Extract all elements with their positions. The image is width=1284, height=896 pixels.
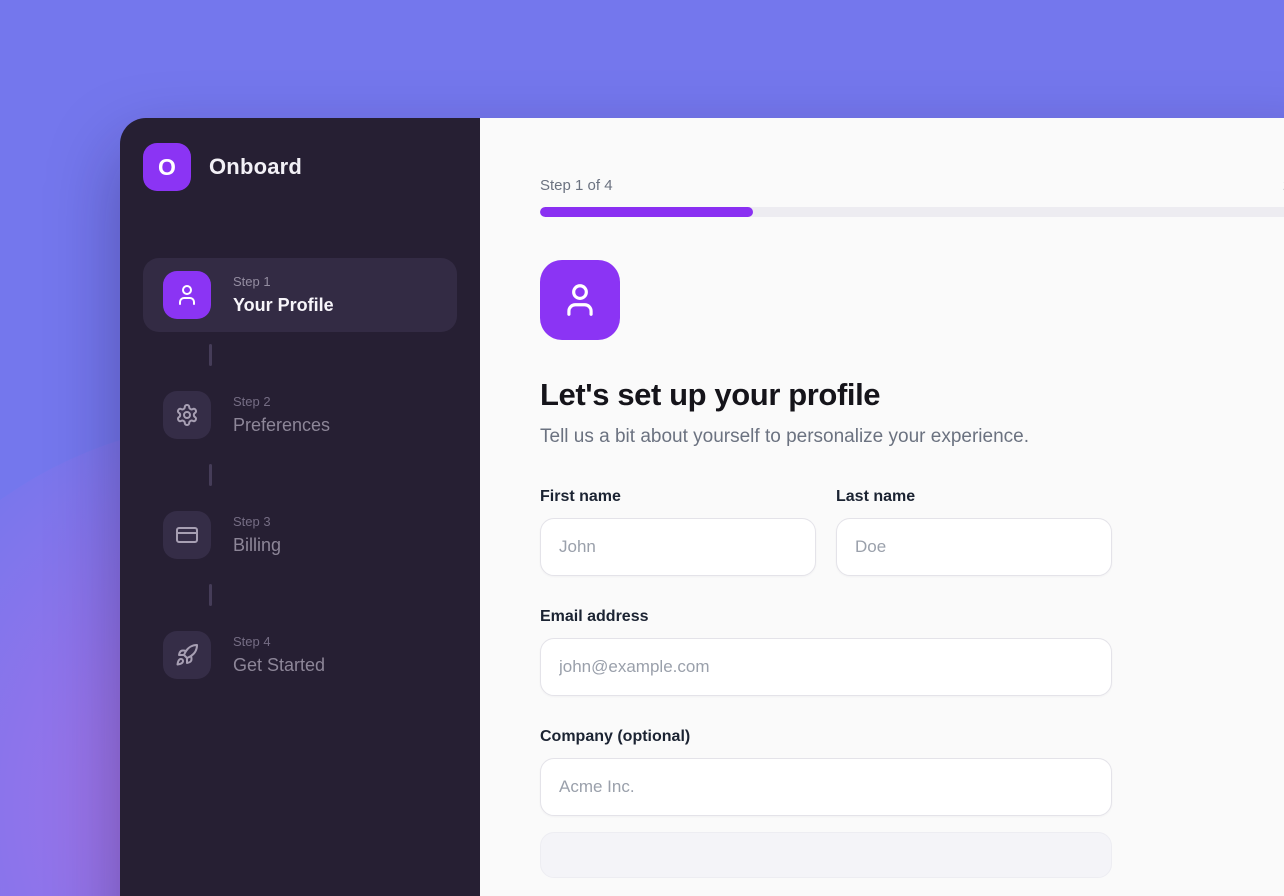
- user-icon: [567, 284, 593, 316]
- user-icon: [163, 271, 211, 319]
- email-input[interactable]: [540, 638, 1112, 696]
- profile-step-icon: [540, 260, 620, 340]
- progress-bar-track: [540, 207, 1284, 217]
- last-name-input[interactable]: [836, 518, 1112, 576]
- email-label: Email address: [540, 608, 649, 625]
- settings-icon: [163, 391, 211, 439]
- step-text: Step 3 Billing: [233, 514, 281, 556]
- step-number: Step 2: [233, 394, 271, 409]
- company-label: Company (optional): [540, 728, 691, 745]
- main-panel: Step 1 of 4 25% Let's set up your profil…: [480, 118, 1284, 896]
- rocket-icon: [163, 631, 211, 679]
- step-number: Step 3: [233, 514, 271, 529]
- step-label: Get Started: [233, 655, 326, 675]
- sidebar-step-billing[interactable]: Step 3 Billing: [143, 498, 457, 572]
- step-text: Step 2 Preferences: [233, 394, 330, 436]
- last-name-group: Last name: [836, 488, 1112, 576]
- step-connector: [209, 584, 212, 606]
- company-input[interactable]: [540, 758, 1112, 816]
- step-label: Billing: [233, 535, 282, 555]
- first-name-group: First name: [540, 488, 816, 576]
- step-number: Step 1: [233, 274, 271, 289]
- steps-nav: Step 1 Your Profile Step 2 Preferences: [143, 258, 457, 692]
- first-name-label: First name: [540, 488, 621, 505]
- step-text: Step 4 Get Started: [233, 634, 325, 676]
- page-subtitle: Tell us a bit about yourself to personal…: [540, 426, 1029, 447]
- step-number: Step 4: [233, 634, 271, 649]
- logo-letter: O: [158, 153, 176, 180]
- progress-step-label: Step 1 of 4: [540, 177, 613, 194]
- step-connector: [209, 344, 212, 366]
- onboarding-window: O Onboard Step 1 Your Profile: [120, 118, 1284, 896]
- page-title: Let's set up your profile: [540, 377, 881, 412]
- step-label: Preferences: [233, 415, 331, 435]
- app-logo: O: [143, 143, 191, 191]
- step-label: Your Profile: [233, 295, 334, 315]
- credit-card-icon: [163, 511, 211, 559]
- sidebar-step-preferences[interactable]: Step 2 Preferences: [143, 378, 457, 452]
- sidebar-step-get-started[interactable]: Step 4 Get Started: [143, 618, 457, 692]
- profile-form: First name Last name Email address Compa…: [540, 488, 1112, 878]
- email-group: Email address: [540, 608, 1112, 696]
- company-group: Company (optional): [540, 728, 1112, 816]
- progress-header: Step 1 of 4 25%: [540, 177, 1284, 194]
- step-text: Step 1 Your Profile: [233, 274, 334, 316]
- progress-percent-label: 25%: [1283, 177, 1284, 194]
- bottom-panel-peek: [540, 832, 1112, 878]
- step-connector: [209, 464, 212, 486]
- progress-bar-fill: [540, 207, 753, 217]
- app-name: Onboard: [209, 154, 303, 179]
- first-name-input[interactable]: [540, 518, 816, 576]
- brand: O Onboard: [143, 143, 457, 191]
- sidebar-step-your-profile[interactable]: Step 1 Your Profile: [143, 258, 457, 332]
- last-name-label: Last name: [836, 488, 916, 505]
- sidebar: O Onboard Step 1 Your Profile: [120, 118, 480, 896]
- name-row: First name Last name: [540, 488, 1112, 576]
